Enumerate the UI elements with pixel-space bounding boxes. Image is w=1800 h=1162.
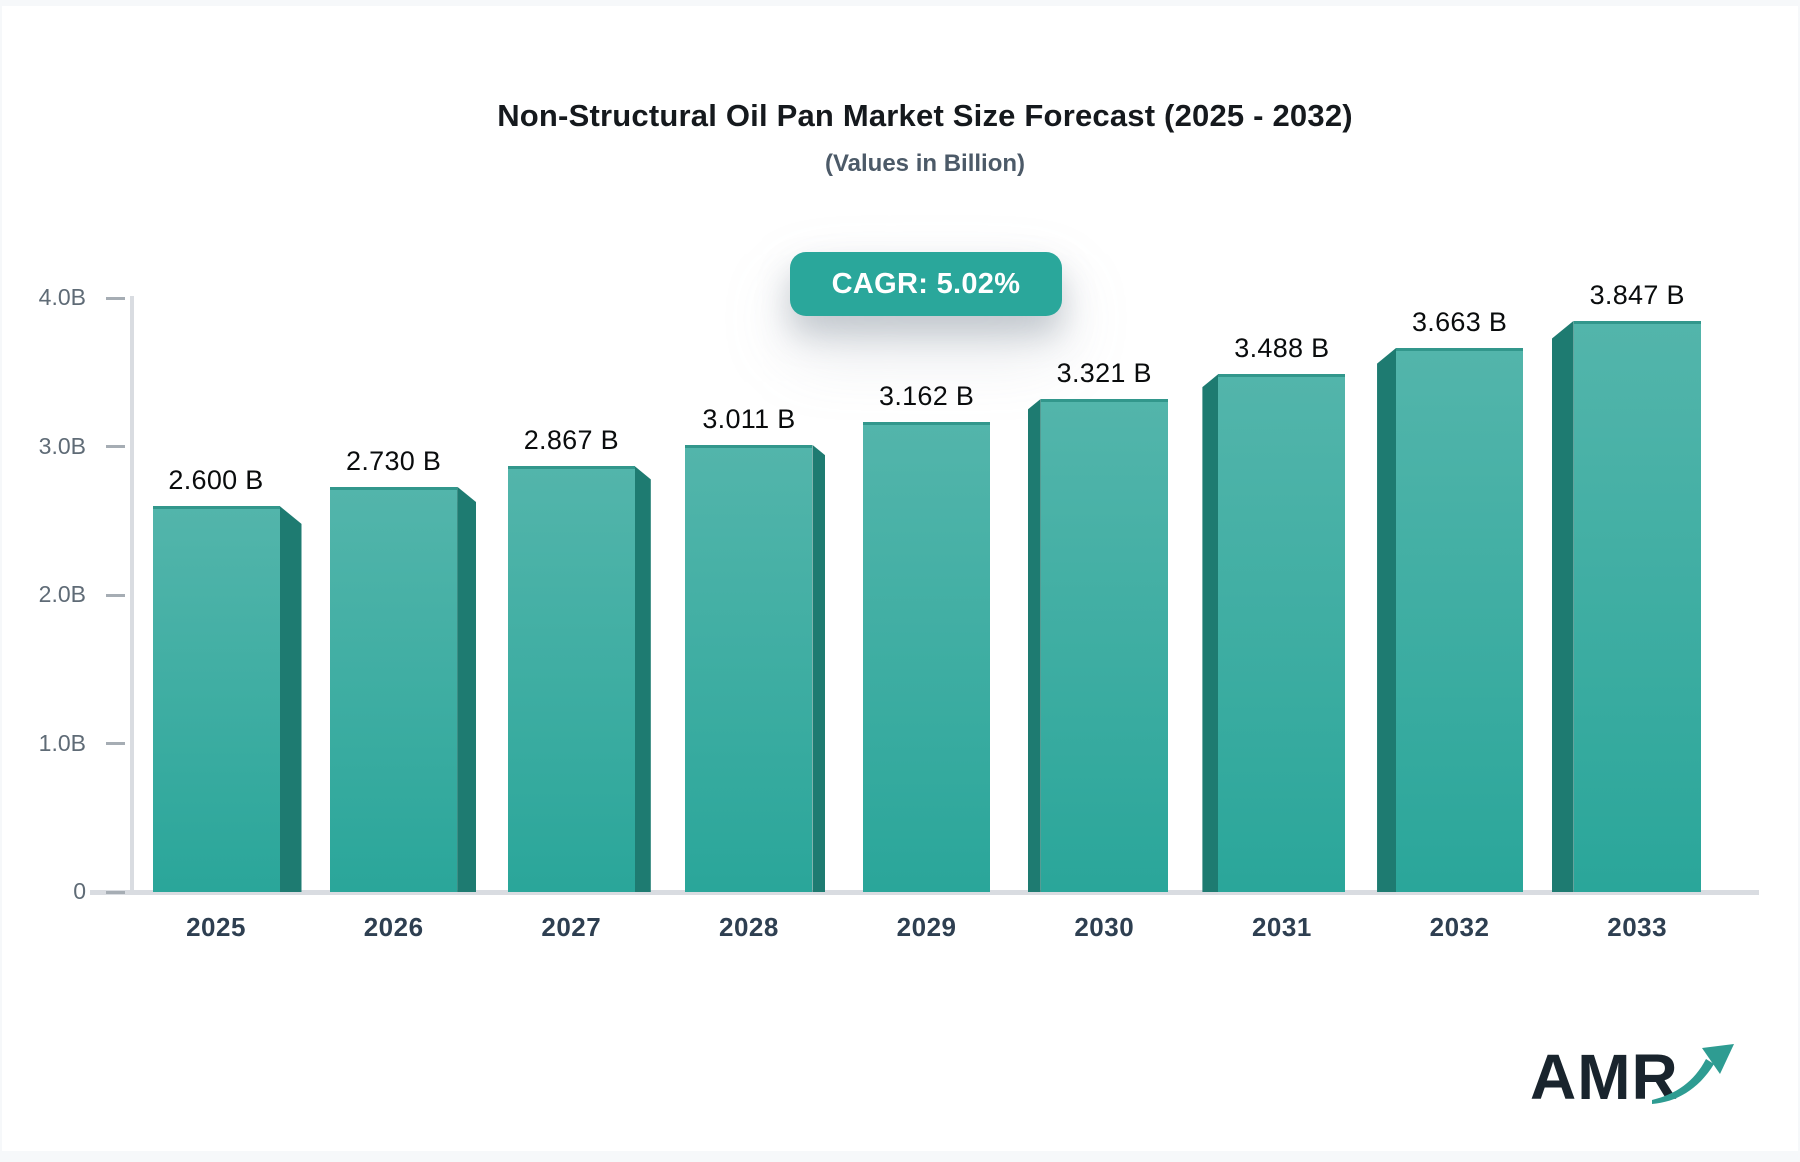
x-axis-label-2032: 2032 (1429, 912, 1490, 942)
bar-value-label-2030: 3.321 B (1056, 357, 1152, 388)
y-axis-tick-label: 4.0B (38, 284, 86, 310)
y-axis-tick-mark (106, 742, 125, 745)
x-axis-label-2029: 2029 (896, 912, 957, 942)
bar-2033[interactable] (1573, 320, 1701, 892)
y-axis-tick-mark (106, 890, 125, 894)
x-axis-label-2026: 2026 (363, 912, 424, 942)
chart-subtitle: (Values in Billion) (824, 150, 1026, 177)
y-axis-tick-label: 0 (73, 878, 86, 904)
amr-logo: AMR (1530, 1034, 1740, 1124)
bar-2025[interactable] (152, 505, 280, 892)
bar-2026[interactable] (330, 486, 458, 892)
bar-side-face-2026 (457, 486, 477, 892)
chart-card: Non-Structural Oil Pan Market Size Forec… (2, 6, 1798, 1151)
y-axis-tick-mark (106, 296, 125, 300)
x-axis-label-2027: 2027 (541, 912, 602, 942)
bar-value-label-2028: 3.011 B (702, 403, 796, 434)
bar-side-face-2031 (1202, 374, 1219, 892)
growth-arrow-icon (1652, 1044, 1734, 1104)
bar-value-label-2033: 3.847 B (1589, 279, 1685, 310)
bar-value-label-2029: 3.162 B (879, 381, 975, 412)
cagr-badge: CAGR: 5.02% (790, 252, 1062, 316)
y-axis-line (130, 296, 134, 892)
bar-side-face-2027 (634, 466, 651, 892)
y-axis-tick-label: 1.0B (38, 729, 86, 756)
bar-value-label-2031: 3.488 B (1234, 333, 1330, 364)
bar-side-face-2025 (279, 505, 302, 892)
bar-value-label-2032: 3.663 B (1411, 307, 1508, 338)
bar-side-face-2033 (1551, 320, 1574, 892)
bar-2031[interactable] (1218, 374, 1346, 892)
cagr-badge-label: CAGR: 5.02% (831, 267, 1021, 300)
x-axis-line (90, 890, 1759, 895)
x-axis-label-2030: 2030 (1074, 912, 1135, 942)
chart-title: Non-Structural Oil Pan Market Size Forec… (497, 98, 1353, 133)
bar-side-face-2030 (1027, 398, 1041, 892)
bar-value-label-2026: 2.730 B (346, 445, 442, 476)
bar-2028[interactable] (685, 444, 813, 892)
bar-value-label-2025: 2.600 B (168, 464, 264, 495)
bar-value-label-2027: 2.867 B (523, 425, 619, 456)
bar-2030[interactable] (1040, 398, 1168, 892)
bar-2032[interactable] (1396, 348, 1524, 892)
x-axis-label-2033: 2033 (1607, 912, 1668, 942)
x-axis-label-2025: 2025 (186, 912, 246, 942)
chart-header: Non-Structural Oil Pan Market Size Forec… (27, 6, 1800, 178)
x-axis-label-2031: 2031 (1251, 912, 1312, 942)
bar-2027[interactable] (507, 466, 635, 892)
bar-side-face-2032 (1377, 348, 1397, 892)
bar-chart-plot-area: 0 1.0B 2.0B 3.0B 4.0B 2.600 B 2025 2.730 B 2026 2… (2, 6, 1800, 1162)
bar-side-face-2028 (812, 444, 826, 892)
bar-2029[interactable] (863, 422, 991, 892)
y-axis-tick-mark (106, 445, 125, 448)
x-axis-label-2028: 2028 (719, 912, 779, 942)
y-axis-tick-label: 3.0B (38, 432, 86, 459)
y-axis-tick-mark (106, 593, 125, 597)
y-axis-tick-label: 2.0B (38, 581, 86, 607)
